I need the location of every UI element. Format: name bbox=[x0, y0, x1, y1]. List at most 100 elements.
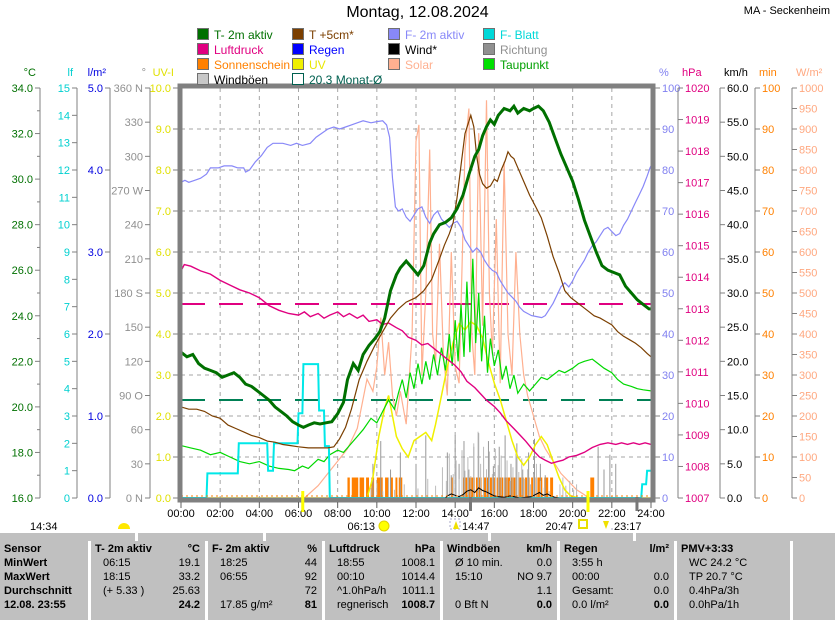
table-column-divider bbox=[205, 541, 208, 620]
axis-label: 50.0 bbox=[727, 151, 748, 163]
sunshine-bar bbox=[385, 477, 389, 497]
axis-label: 300 bbox=[125, 151, 143, 163]
table-column-divider bbox=[557, 541, 560, 620]
axis-label: 1016 bbox=[685, 209, 709, 221]
axis-label: 00:00 bbox=[167, 508, 195, 520]
axis-hpa bbox=[677, 87, 683, 499]
table-cell: WC 24.2 °C bbox=[689, 557, 748, 569]
taupunkt-line bbox=[180, 258, 652, 472]
axis-label: 35.0 bbox=[727, 254, 748, 266]
axis-label: 14 bbox=[58, 110, 70, 122]
axis-label: 15 bbox=[58, 83, 70, 95]
axis-label: 3.0 bbox=[156, 370, 171, 382]
axis-label: 10 bbox=[662, 452, 674, 464]
sunshine-bar bbox=[518, 477, 524, 497]
legend-swatch-richtung bbox=[483, 43, 495, 55]
table-cell: 18:25 bbox=[220, 557, 248, 569]
axis-label: lf bbox=[68, 67, 74, 79]
t2m-line bbox=[180, 103, 651, 430]
axis-label: 0 bbox=[662, 493, 668, 505]
table-cell: hPa bbox=[414, 543, 435, 555]
table-cell: 1008.7 bbox=[401, 599, 435, 611]
axis-label: 1.0 bbox=[156, 452, 171, 464]
table-cell: 18:15 bbox=[103, 571, 131, 583]
legend-item-richtung: Richtung bbox=[483, 43, 547, 57]
table-cell: 06:55 bbox=[220, 571, 248, 583]
legend-swatch-sonnenschein bbox=[197, 58, 209, 70]
table-cell: T- 2m aktiv bbox=[95, 543, 152, 555]
axis-label: 2 bbox=[64, 438, 70, 450]
axis-label: 70 bbox=[662, 206, 674, 218]
table-cell: 06:15 bbox=[103, 557, 131, 569]
legend-label-taupunkt: Taupunkt bbox=[500, 58, 549, 72]
series-windboeen bbox=[370, 431, 578, 497]
axis-label: 150 bbox=[799, 432, 817, 444]
legend-label-regen: Regen bbox=[309, 43, 345, 57]
axis-label: 50 bbox=[799, 473, 811, 485]
axis-label: 1008 bbox=[685, 461, 709, 473]
table-cell: 1008.1 bbox=[401, 557, 435, 569]
axis-label: 90 bbox=[762, 124, 774, 136]
table-cell: 00:00 bbox=[572, 571, 600, 583]
table-cell: 0.0 bbox=[536, 557, 552, 569]
axis-label: 0 N bbox=[126, 493, 143, 505]
axis-label: 25.0 bbox=[727, 322, 748, 334]
axis-label: 5.0 bbox=[727, 459, 742, 471]
table-cell: 33.2 bbox=[178, 571, 200, 583]
moonrise-marker bbox=[449, 497, 473, 530]
sunset-marker bbox=[578, 491, 590, 529]
sunshine-bar bbox=[390, 477, 393, 497]
axis-label: l/m² bbox=[88, 67, 107, 79]
axis-label: 04:00 bbox=[246, 508, 274, 520]
axis-label: ° bbox=[142, 67, 146, 79]
table-cell: 81 bbox=[304, 599, 317, 611]
axis-label: 18:00 bbox=[520, 508, 548, 520]
axis-label: 900 bbox=[799, 124, 817, 136]
table-cell: 00:10 bbox=[337, 571, 365, 583]
table-cell: NO 9.7 bbox=[517, 571, 552, 583]
axis-label: 8 bbox=[64, 274, 70, 286]
table-cell: 0.0hPa/1h bbox=[689, 599, 740, 611]
axis-label: 1020 bbox=[685, 83, 709, 95]
sunshine-bar bbox=[496, 477, 504, 497]
axis-label: 1012 bbox=[685, 335, 709, 347]
axis-label: 0.0 bbox=[156, 493, 171, 505]
axis-label: 800 bbox=[799, 165, 817, 177]
axis-label: 10 bbox=[58, 220, 70, 232]
axis-label: 15.0 bbox=[727, 391, 748, 403]
table-cell: 0.0 bbox=[536, 599, 552, 611]
sunshine-bar bbox=[359, 477, 365, 497]
legend-item-uv: UV bbox=[292, 58, 326, 72]
chart-legend: T- 2m aktiv T +5cm* F- 2m aktiv F- Blatt Luf… bbox=[0, 0, 835, 92]
axis-label: 4.0 bbox=[156, 329, 171, 341]
axis-label: 300 bbox=[799, 370, 817, 382]
legend-label-t2m: T- 2m aktiv bbox=[214, 28, 273, 42]
axis-label: 13 bbox=[58, 138, 70, 150]
axis-label: 26.0 bbox=[12, 265, 33, 277]
sunshine-bar bbox=[347, 477, 350, 497]
axis-label: 34.0 bbox=[12, 83, 33, 95]
axis-label: 22:00 bbox=[598, 508, 626, 520]
axis-label: 550 bbox=[799, 268, 817, 280]
axis-label: 1017 bbox=[685, 178, 709, 190]
axis-label: 600 bbox=[799, 247, 817, 259]
table-column-divider bbox=[88, 541, 91, 620]
axis-label: 5.0 bbox=[88, 83, 103, 95]
sunshine-bar bbox=[351, 477, 359, 497]
legend-label-richtung: Richtung bbox=[500, 43, 548, 57]
sunrise-tick bbox=[301, 491, 305, 512]
legend-swatch-solar bbox=[388, 58, 400, 70]
axis-label: 80 bbox=[662, 165, 674, 177]
axis-label: 45.0 bbox=[727, 186, 748, 198]
legend-label-f2m: F- 2m aktiv bbox=[405, 28, 465, 42]
sunset-time: 20:47 bbox=[545, 521, 573, 533]
legend-swatch-monat bbox=[292, 73, 304, 85]
moonrise-tick bbox=[469, 497, 473, 511]
axis-label: 1010 bbox=[685, 398, 709, 410]
legend-item-regen: Regen bbox=[292, 43, 344, 57]
legend-item-t5cm: T +5cm* bbox=[292, 28, 354, 42]
strip-divider bbox=[633, 533, 636, 541]
series-uv bbox=[181, 320, 651, 499]
weather-chart: 00:00 02:00 04:00 06:00 08:00 10:00 12:00 14:00… bbox=[12, 67, 824, 533]
